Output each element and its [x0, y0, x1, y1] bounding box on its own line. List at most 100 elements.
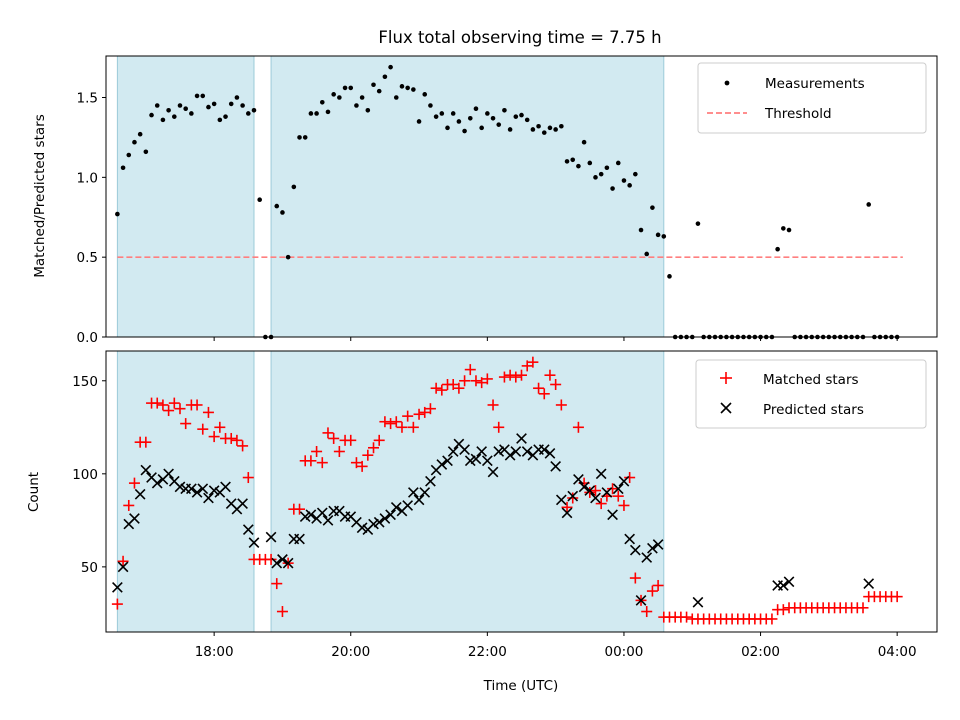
measurement-point [348, 85, 354, 91]
matched-stars-point [424, 403, 436, 415]
measurement-point [183, 106, 188, 111]
measurement-point [285, 254, 291, 260]
matched-stars-point [202, 406, 214, 418]
predicted-stars-point [561, 507, 573, 519]
measurement-point [587, 160, 593, 166]
predicted-stars-point [641, 552, 653, 563]
matched-stars-point [464, 364, 476, 376]
measurement-point [314, 111, 319, 116]
matched-stars-point [362, 449, 374, 461]
matched-stars-point [777, 604, 789, 616]
predicted-stars-point [493, 446, 505, 457]
matched-stars-point [510, 371, 522, 383]
measurement-point [200, 93, 206, 99]
predicted-stars-point [425, 475, 436, 487]
matched-stars-point [163, 405, 175, 417]
predicted-stars-point [573, 474, 584, 485]
measurement-point [405, 85, 410, 91]
legend-matched-marker [720, 372, 732, 384]
measurement-point [781, 226, 786, 231]
measurement-point [615, 160, 621, 166]
measurement-point [564, 159, 570, 164]
measurement-point [541, 130, 547, 135]
measurement-point [354, 103, 359, 108]
measurement-point [302, 135, 308, 140]
predicted-stars-point [783, 576, 795, 588]
bottom-legend-box [695, 359, 927, 429]
measurement-point [149, 112, 154, 118]
measurement-point [650, 205, 655, 210]
predicted-stars-point [294, 533, 305, 545]
matched-stars-point [641, 606, 653, 618]
bottom-y-ticks: 50 100 150 [72, 374, 106, 576]
matched-stars-point [373, 434, 385, 446]
predicted-stars-point [436, 459, 448, 470]
predicted-stars-point [197, 483, 209, 495]
predicted-stars-point [356, 522, 368, 534]
matched-stars-point [328, 432, 340, 444]
x-axis-label: Time (UTC) [483, 678, 559, 694]
measurement-point [479, 125, 484, 131]
predicted-stars-point [555, 494, 567, 506]
measurement-point [416, 119, 422, 124]
matched-stars-point [533, 382, 545, 394]
predicted-stars-point [510, 446, 522, 457]
matched-stars-point [294, 503, 306, 515]
predicted-stars-point [476, 446, 488, 457]
predicted-stars-point [305, 509, 317, 521]
measurement-point [513, 114, 519, 119]
matched-stars-point [595, 498, 607, 510]
matched-stars-point [345, 434, 357, 446]
measurement-point [644, 251, 650, 257]
matched-stars-point [350, 457, 362, 469]
predicted-stars-point [590, 492, 601, 504]
measurement-point [621, 178, 627, 183]
observing-interval-shade [116, 55, 255, 338]
top-plot-content [115, 64, 903, 340]
legend-matched-label: Matched stars [763, 372, 859, 388]
y-tick-label: 1.5 [77, 91, 98, 107]
matched-stars-point [470, 375, 482, 387]
measurement-point [553, 127, 558, 132]
predicted-stars-point [595, 468, 607, 480]
measurement-point [280, 210, 285, 215]
legend-measurements-marker [724, 80, 730, 86]
measurement-point [450, 111, 456, 116]
measurement-point [655, 232, 661, 238]
predicted-stars-point [584, 485, 596, 496]
measurement-point [245, 111, 251, 116]
measurement-point [382, 74, 388, 80]
predicted-stars-point [601, 487, 613, 498]
predicted-stars-point [624, 533, 636, 545]
matched-stars-point [168, 397, 180, 409]
measurement-point [325, 109, 331, 115]
measurement-point [217, 117, 223, 123]
legend-predicted-marker [720, 402, 732, 414]
predicted-stars-point [174, 481, 186, 493]
predicted-stars-point [203, 492, 214, 504]
matched-stars-point [618, 499, 630, 511]
measurement-point [530, 127, 536, 132]
predicted-stars-point [208, 485, 220, 496]
measurement-point [172, 114, 177, 119]
matched-stars-point [390, 416, 402, 428]
bottom-legend: Matched stars Predicted stars [695, 359, 927, 429]
measurement-point [445, 125, 450, 131]
matched-stars-point [572, 421, 584, 433]
predicted-stars-point [470, 453, 482, 465]
measurement-point [257, 197, 262, 202]
measurement-point [661, 234, 667, 239]
predicted-stars-point [442, 455, 453, 467]
bottom-plot-content [111, 356, 903, 625]
bottom-x-ticks: 18:00 20:00 22:00 00:00 02:00 04:00 [195, 632, 917, 660]
measurement-point [211, 101, 217, 107]
measurement-point [576, 163, 581, 169]
matched-stars-point [123, 499, 135, 511]
measurement-point [462, 128, 467, 134]
predicted-stars-point [504, 449, 516, 461]
matched-stars-point [561, 501, 573, 513]
measurement-point [274, 203, 280, 209]
measurement-point [154, 103, 160, 108]
predicted-stars-point [521, 446, 533, 457]
